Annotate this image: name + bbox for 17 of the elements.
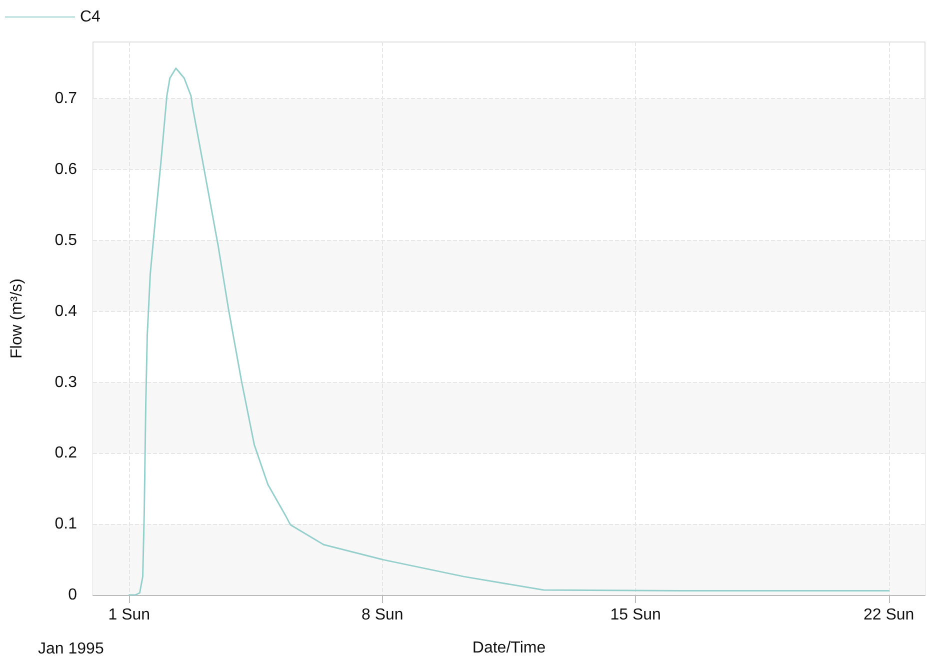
y-tick-label: 0.3 (54, 374, 78, 391)
y-axis-title: Flow (m³/s) (8, 278, 26, 358)
x-tick-label: 8 Sun (361, 606, 404, 624)
x-axis-title: Date/Time (472, 640, 546, 656)
x-tick-label: 1 Sun (108, 606, 150, 624)
x-tick-label: 15 Sun (610, 606, 661, 624)
legend-label: C4 (80, 8, 101, 26)
y-tick-label: 0 (68, 586, 78, 604)
y-tick-label: 0.7 (54, 90, 78, 108)
y-tick-label: 0.1 (54, 516, 78, 533)
text: Jan 1995 (38, 640, 104, 658)
line-series (128, 67, 890, 596)
x-tick-label: 22 Sun (863, 606, 914, 624)
y-tick-label: 0.4 (54, 302, 78, 320)
y-tick-label: 0.2 (54, 444, 78, 462)
y-tick-label: 0.5 (54, 232, 78, 250)
y-tick-label: 0.6 (54, 161, 78, 178)
